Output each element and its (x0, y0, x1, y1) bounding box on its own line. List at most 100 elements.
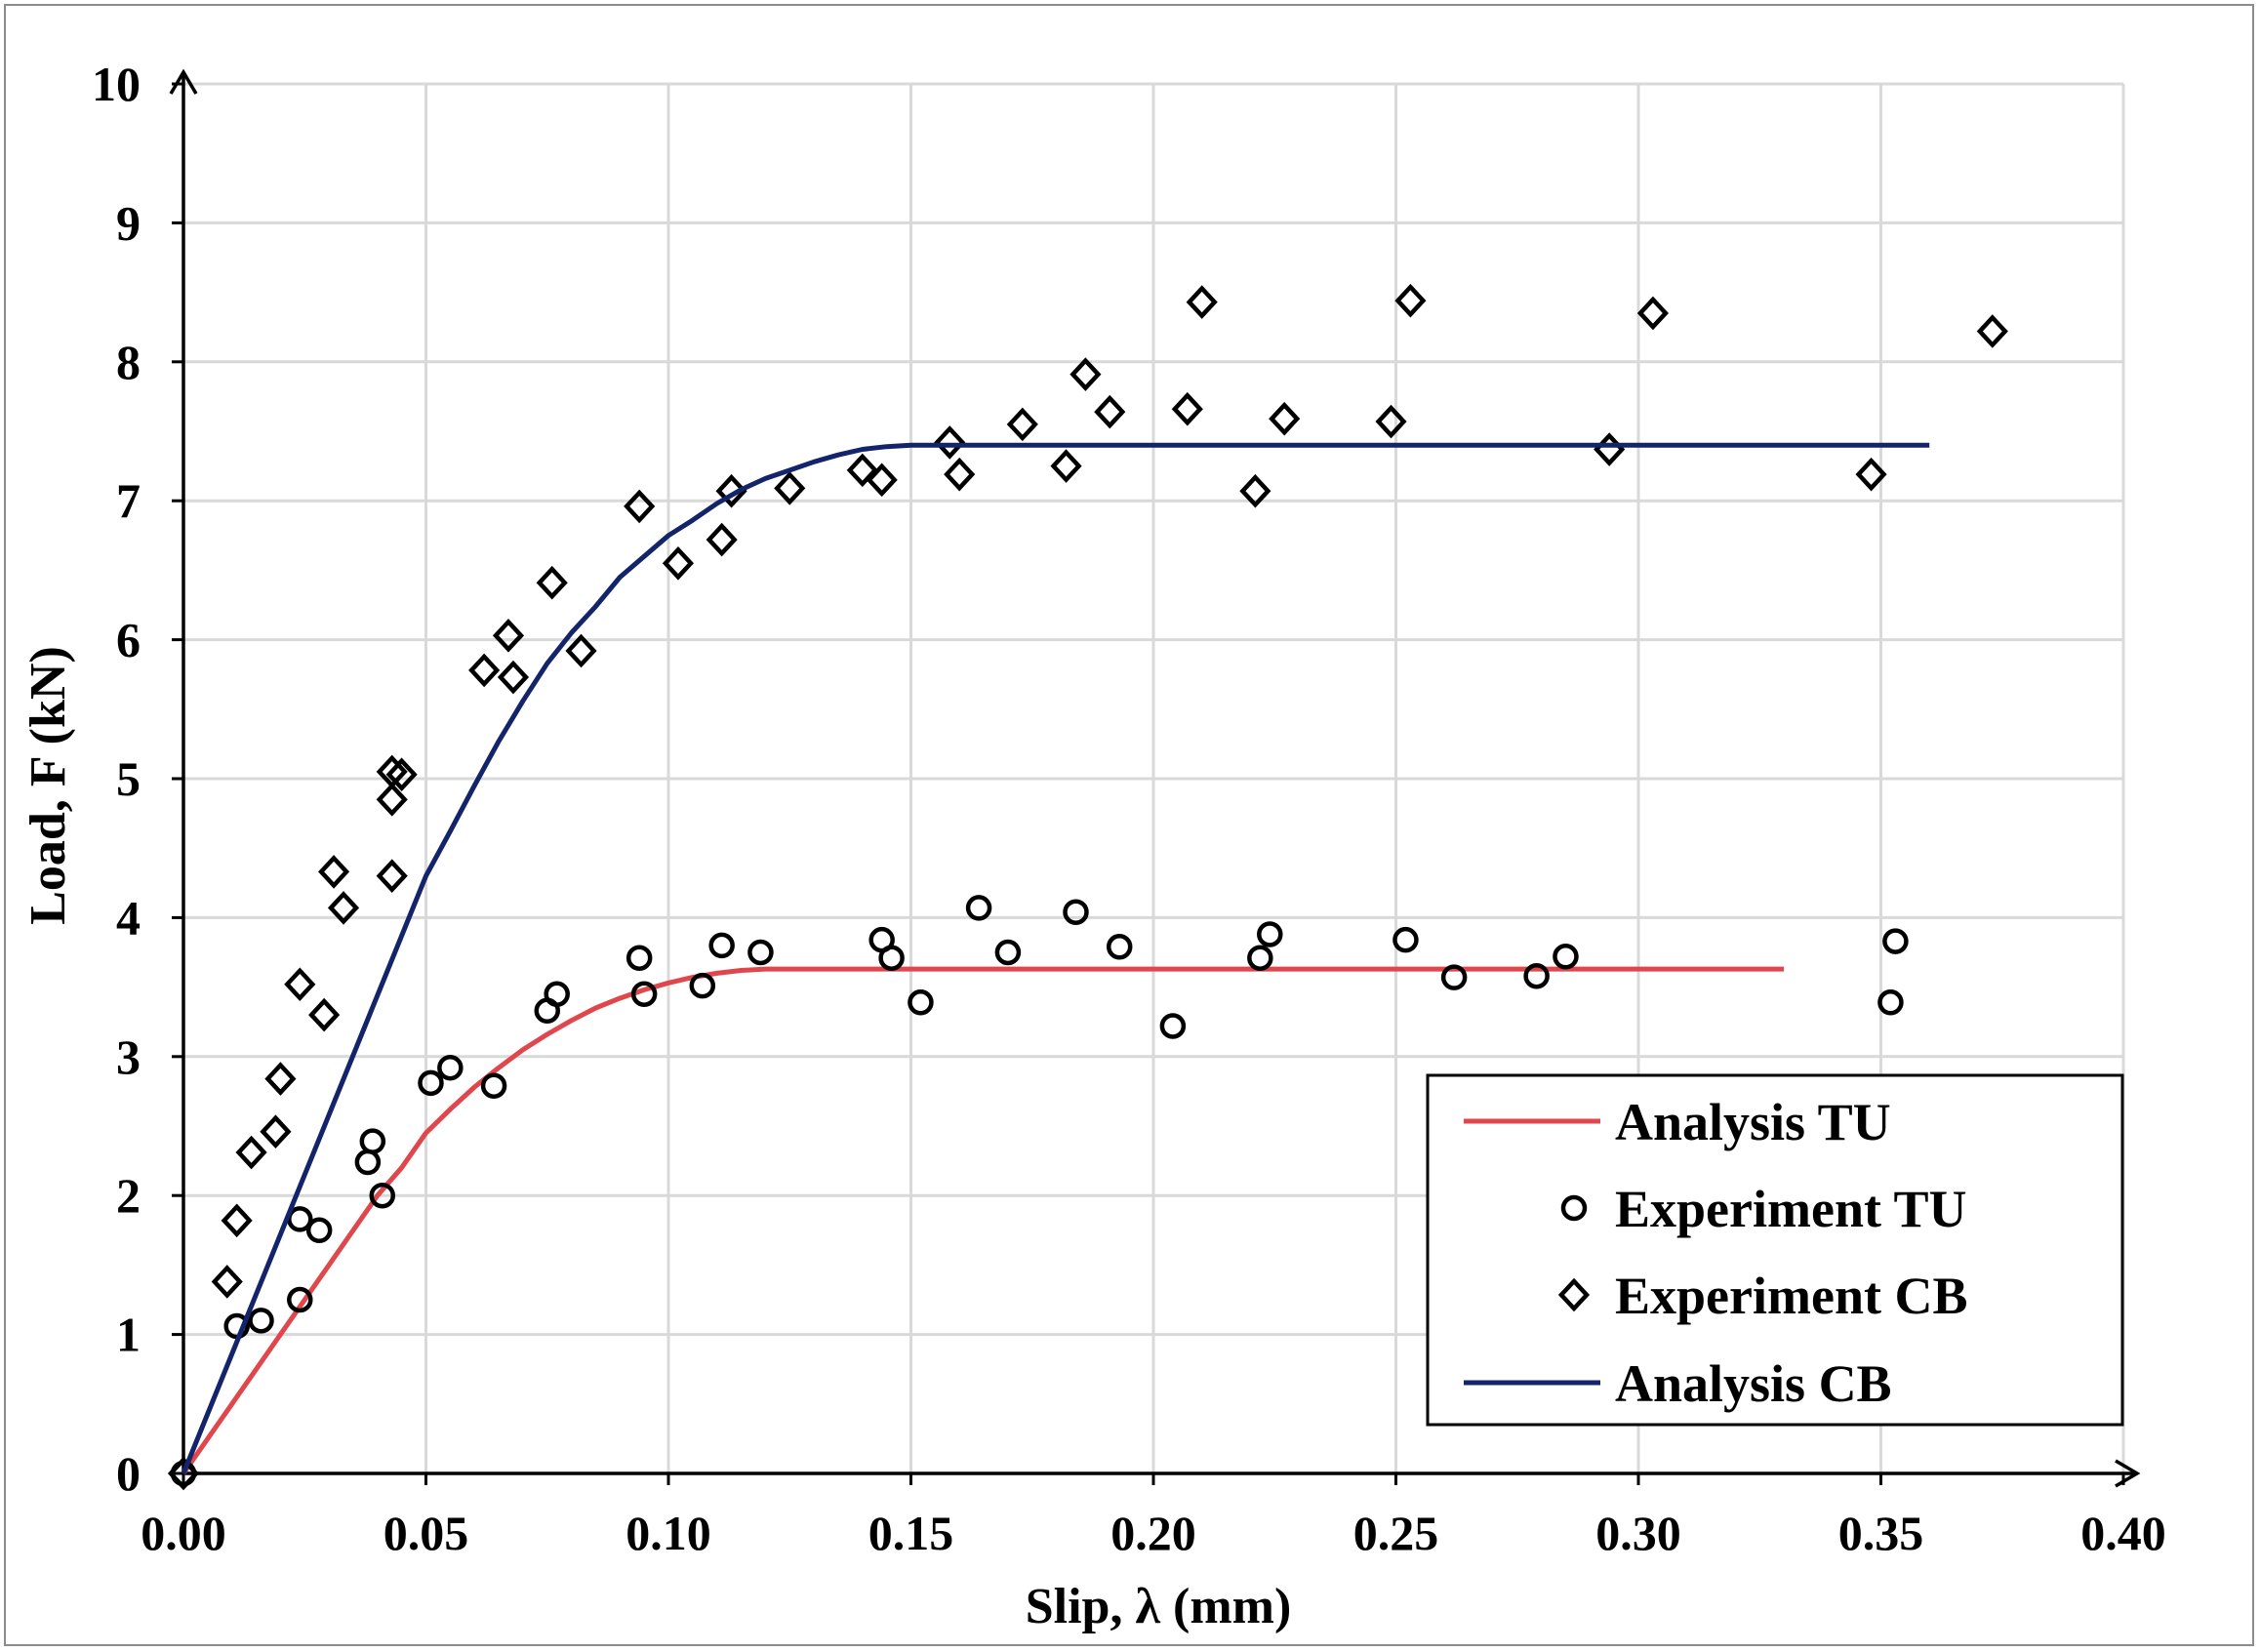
y-tick-label: 0 (116, 1446, 141, 1501)
x-tick-label: 0.15 (868, 1506, 954, 1560)
data-point-diamond (1171, 391, 1203, 426)
data-point-diamond (260, 1114, 292, 1149)
data-point-diamond (934, 425, 966, 460)
data-point-diamond (565, 633, 597, 668)
data-point-circle (1247, 945, 1273, 971)
y-tick-label: 5 (116, 751, 141, 806)
data-point-circle (1063, 899, 1089, 925)
data-point-circle (1257, 921, 1283, 947)
data-point-diamond (1976, 314, 2008, 348)
data-point-circle (1440, 964, 1468, 990)
data-point-diamond (468, 653, 501, 688)
data-point-diamond (167, 1456, 200, 1491)
data-point-diamond (1855, 457, 1887, 492)
x-tick-label: 0.35 (1838, 1506, 1924, 1560)
data-point-diamond (235, 1135, 267, 1170)
data-point-diamond (385, 757, 418, 792)
data-point-diamond (1069, 357, 1102, 391)
data-point-diamond (1269, 401, 1301, 436)
data-point-circle (747, 939, 774, 966)
series-line (181, 442, 1930, 1474)
data-point-diamond (706, 522, 738, 557)
legend-item-analysis-tu: Analysis TU (1464, 1093, 1891, 1151)
y-tick-label: 1 (116, 1308, 141, 1362)
data-point-circle (689, 972, 716, 999)
x-tick-label: 0.10 (626, 1506, 711, 1560)
y-tick-label: 2 (116, 1168, 141, 1223)
legend-item-experiment-cb: Experiment CB (1557, 1267, 1967, 1325)
data-point-diamond (1006, 407, 1038, 442)
data-point-circle (994, 939, 1022, 966)
data-point-diamond (715, 473, 747, 508)
y-tick-label: 10 (92, 57, 141, 111)
data-point-circle (878, 945, 905, 971)
legend: Analysis TU Experiment TU Experiment CB … (1426, 1073, 2124, 1427)
y-tick-label: 4 (116, 890, 141, 945)
tick-labels: 0.00 0.05 0.10 0.15 0.20 0.25 0.30 0.35 0.40 0 1 2 3… (92, 57, 2166, 1560)
data-point-circle (359, 1128, 386, 1154)
data-point-diamond (624, 489, 656, 524)
data-point-diamond (1186, 285, 1218, 319)
data-point-circle (287, 1286, 313, 1313)
legend-box (1426, 1073, 2124, 1427)
data-point-circle (908, 989, 934, 1016)
data-point-circle (305, 1217, 333, 1244)
data-point-diamond (317, 855, 350, 889)
data-point-diamond (497, 660, 530, 695)
data-point-diamond (536, 565, 568, 600)
data-point-circle (630, 981, 658, 1007)
data-point-circle (965, 895, 992, 921)
data-point-diamond (1636, 296, 1669, 331)
y-axis-title: Load, F (kN) (20, 646, 76, 925)
data-point-circle (1877, 989, 1904, 1016)
data-point-circle (437, 1054, 464, 1081)
y-tick-label: 3 (116, 1029, 141, 1084)
y-axis-arrowhead (169, 68, 198, 95)
data-point-circle (1523, 962, 1550, 989)
legend-label: Experiment TU (1615, 1180, 1967, 1238)
data-point-diamond (492, 619, 525, 653)
data-point-diamond (846, 453, 878, 488)
legend-diamond-marker (1557, 1277, 1591, 1312)
x-tick-label: 0.30 (1595, 1506, 1681, 1560)
y-tick-label: 6 (116, 613, 141, 667)
data-point-circle (626, 945, 653, 971)
x-tick-label: 0.05 (383, 1506, 469, 1560)
data-point-diamond (662, 545, 695, 581)
data-point-circle (248, 1308, 274, 1334)
legend-label: Analysis CB (1615, 1354, 1892, 1413)
data-point-diamond (376, 859, 408, 893)
data-point-diamond (1094, 394, 1126, 429)
data-point-circle (1159, 1013, 1187, 1039)
data-point-diamond (284, 967, 316, 1002)
data-point-circle (354, 1148, 382, 1176)
data-point-diamond (1394, 283, 1427, 318)
x-axis-title: Slip, λ (mm) (1026, 1579, 1292, 1634)
axes (169, 68, 2141, 1488)
data-point-diamond (774, 471, 806, 505)
x-axis-arrowhead (2115, 1459, 2141, 1488)
x-tick-label: 0.25 (1353, 1506, 1439, 1560)
data-point-circle (1553, 944, 1579, 970)
legend-item-analysis-cb: Analysis CB (1464, 1354, 1892, 1413)
y-tick-label: 8 (116, 335, 141, 389)
series-experiment-cb (167, 283, 2008, 1491)
legend-item-experiment-tu: Experiment TU (1560, 1180, 1967, 1238)
y-tick-label: 9 (116, 195, 141, 250)
data-point-circle (418, 1069, 444, 1097)
data-point-diamond (866, 463, 898, 498)
plot-series (167, 283, 2008, 1491)
data-point-diamond (1375, 404, 1407, 439)
data-point-circle (480, 1072, 507, 1099)
data-point-diamond (327, 891, 360, 925)
data-point-circle (544, 981, 570, 1007)
data-point-diamond (376, 783, 408, 817)
data-point-diamond (264, 1062, 297, 1096)
data-point-diamond (1239, 473, 1271, 508)
data-point-diamond (376, 754, 408, 789)
series-analysis-cb (181, 442, 1930, 1474)
series-experiment-tu (170, 895, 1909, 1487)
legend-circle-marker (1560, 1194, 1588, 1222)
y-tick-label: 7 (116, 473, 141, 528)
